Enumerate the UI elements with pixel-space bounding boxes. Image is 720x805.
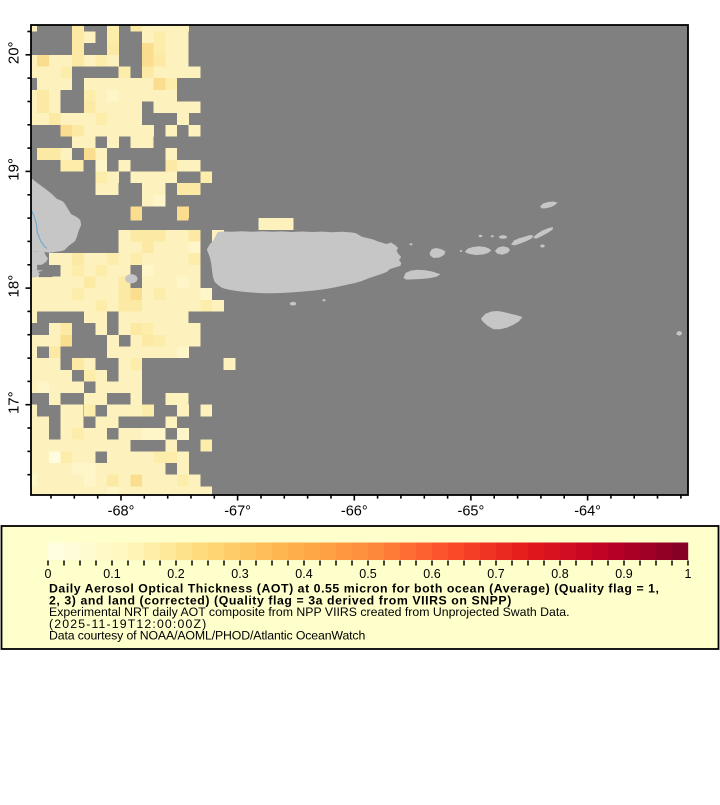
svg-text:0: 0	[45, 567, 52, 581]
svg-text:-65°: -65°	[458, 504, 485, 520]
svg-text:-64°: -64°	[574, 504, 601, 520]
svg-text:-67°: -67°	[224, 504, 251, 520]
svg-text:0.8: 0.8	[551, 567, 568, 581]
svg-text:Experimental NRT daily AOT com: Experimental NRT daily AOT composite fro…	[49, 605, 570, 619]
svg-text:18°: 18°	[6, 275, 23, 298]
svg-text:0.4: 0.4	[295, 567, 312, 581]
svg-text:0.3: 0.3	[231, 567, 248, 581]
svg-text:-68°: -68°	[108, 504, 135, 520]
svg-text:0.9: 0.9	[615, 567, 632, 581]
svg-text:2, 3) and land (corrected) (Qu: 2, 3) and land (corrected) (Quality flag…	[49, 594, 512, 608]
svg-text:17°: 17°	[6, 391, 23, 414]
svg-text:-66°: -66°	[341, 504, 368, 520]
svg-text:20°: 20°	[6, 41, 23, 64]
svg-text:0.2: 0.2	[167, 567, 184, 581]
svg-text:0.5: 0.5	[359, 567, 376, 581]
svg-text:19°: 19°	[6, 158, 23, 181]
svg-text:0.6: 0.6	[423, 567, 440, 581]
svg-text:(2025-11-19T12:00:00Z): (2025-11-19T12:00:00Z)	[49, 617, 207, 631]
svg-text:0.1: 0.1	[103, 567, 120, 581]
svg-text:Daily Aerosol Optical Thicknes: Daily Aerosol Optical Thickness (AOT) at…	[49, 581, 660, 595]
svg-text:Data courtesy of NOAA/AOML/PHO: Data courtesy of NOAA/AOML/PHOD/Atlantic…	[49, 629, 365, 643]
svg-text:1: 1	[685, 567, 692, 581]
svg-text:0.7: 0.7	[487, 567, 504, 581]
